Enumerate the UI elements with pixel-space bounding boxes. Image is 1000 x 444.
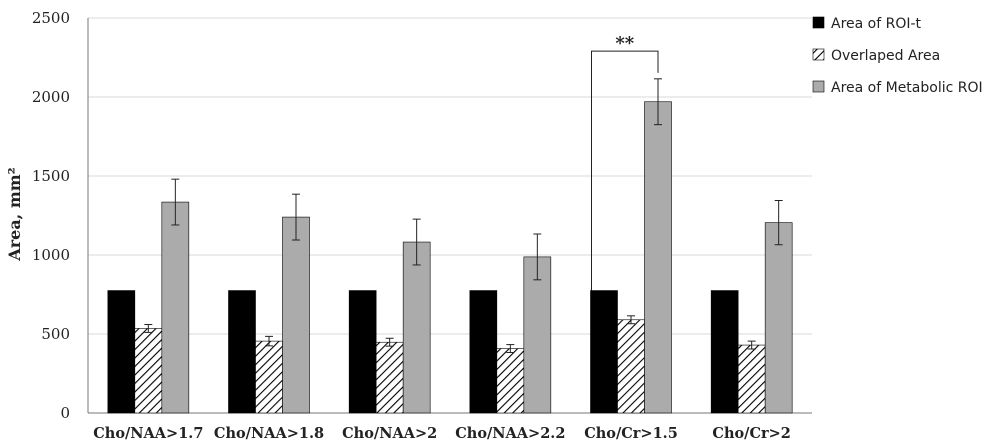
bar [523,256,552,414]
bar [764,222,793,414]
tick-labels: 0 500 1000 1500 2000 2500 Cho/NAA>1.7 Cho/NAA>1… [32,9,791,442]
bar [737,344,766,414]
y-tick-label: 500 [41,325,70,343]
x-tick-label: Cho/NAA>1.8 [214,425,324,442]
y-tick-label: 0 [60,404,70,422]
legend-label: Area of Metabolic ROI [831,80,983,96]
x-tick-label: Cho/NAA>1.7 [93,425,203,442]
legend-label: Overlaped Area [831,48,940,64]
bar [228,290,256,414]
legend-swatch [812,16,825,29]
bar [469,290,498,414]
significance-annotation: ** [591,33,659,291]
y-axis-title: Area, mm² [5,167,24,261]
x-tick-label: Cho/NAA>2 [342,425,437,442]
legend-label: Area of ROI-t [831,16,922,32]
bar [590,290,618,414]
y-tick-label: 1000 [32,246,70,264]
bar [107,290,136,414]
bar [402,241,431,414]
bar [282,216,310,414]
y-tick-label: 2500 [32,9,70,27]
significance-label: ** [615,33,634,54]
bar [348,290,377,414]
y-tick-label: 2000 [32,88,70,106]
bar [617,319,645,414]
legend-swatch [812,80,825,93]
bar [255,340,283,414]
y-tick-label: 1500 [32,167,70,185]
legend-swatch [812,48,825,61]
legend: Area of ROI-t Overlaped Area Area of Metab… [812,16,983,96]
bar [644,101,672,414]
axes [87,18,812,414]
bar [710,290,739,414]
gridlines [88,17,812,335]
bar [161,201,190,414]
bar [375,341,404,414]
bar [496,348,525,414]
bar [134,328,163,414]
x-tick-label: Cho/NAA>2.2 [455,425,565,442]
x-tick-label: Cho/Cr>1.5 [584,425,678,442]
significance-bracket [591,50,659,291]
x-tick-label: Cho/Cr>2 [712,425,790,442]
bars [107,78,793,414]
